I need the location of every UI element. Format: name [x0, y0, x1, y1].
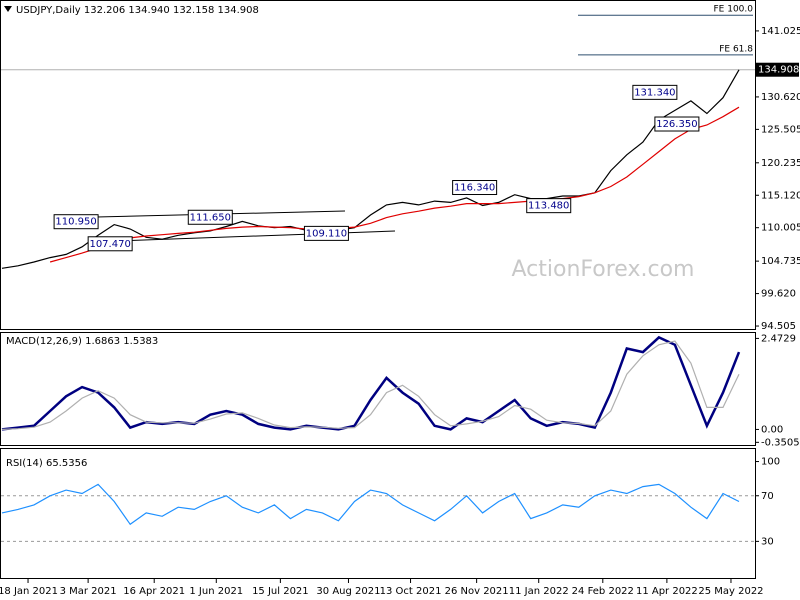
y-tick-label: 100	[761, 457, 780, 468]
x-tick-label: 30 Aug 2021	[316, 586, 380, 597]
y-tick-label: 125.505	[761, 124, 800, 135]
macd-panel	[0, 332, 756, 446]
annotation-label: 111.650	[190, 212, 231, 223]
macd-title: MACD(12,26,9) 1.6863 1.5383	[6, 336, 158, 347]
annotation-box	[452, 180, 498, 196]
y-tick-label: 2.4729	[761, 333, 796, 344]
annotation-box	[632, 84, 678, 100]
series-line	[1, 483, 740, 526]
y-tick-label: 120.235	[761, 158, 800, 169]
y-tick-label: 99.620	[761, 289, 796, 300]
y-tick-label: 110.005	[761, 223, 800, 234]
x-tick-label: 25 May 2022	[698, 586, 763, 597]
annotation-box	[187, 209, 233, 225]
y-tick-label: 70	[761, 491, 774, 502]
x-tick-label: 18 Jan 2021	[0, 586, 58, 597]
annotation-box	[53, 214, 99, 230]
price-panel	[0, 0, 756, 330]
annotation-label: 116.340	[454, 183, 495, 194]
annotation-label: 110.950	[55, 217, 96, 228]
x-tick-label: 15 Jul 2021	[252, 586, 309, 597]
fe-label: FE 61.8	[719, 44, 753, 54]
x-tick-label: 11 Jan 2022	[509, 586, 569, 597]
y-tick-label: 0.00	[761, 424, 783, 435]
y-tick-label: 30	[761, 536, 774, 547]
rsi-title: RSI(14) 65.5356	[6, 458, 87, 469]
y-tick-label: -0.3505	[761, 437, 800, 448]
series-line	[1, 69, 740, 269]
annotation-label: 131.340	[634, 87, 675, 98]
y-tick-label: 104.735	[761, 256, 800, 267]
series-line	[1, 340, 740, 430]
annotation-label: 113.480	[528, 201, 569, 212]
y-tick-label: 94.505	[761, 321, 796, 332]
annotation-box	[526, 198, 572, 214]
y-tick-label: 141.025	[761, 26, 800, 37]
annotation-box	[87, 236, 133, 252]
x-tick-label: 13 Oct 2021	[380, 586, 442, 597]
x-tick-label: 11 Apr 2022	[636, 586, 698, 597]
last-price-box	[755, 62, 799, 77]
x-tick-label: 16 Apr 2021	[123, 586, 185, 597]
annotation-label: 109.110	[306, 228, 347, 239]
watermark: ActionForex.com	[512, 257, 695, 282]
x-tick-label: 1 Jun 2021	[189, 586, 243, 597]
annotation-label: 107.470	[89, 239, 130, 250]
fe-label: FE 100.0	[714, 5, 754, 15]
x-tick-label: 26 Nov 2021	[445, 586, 509, 597]
x-tick-label: 3 Mar 2021	[60, 586, 117, 597]
y-tick-label: 130.620	[761, 92, 800, 103]
chart-title: USDJPY,Daily 132.206 134.940 132.158 134…	[16, 5, 259, 16]
last-price-label: 134.908	[758, 65, 799, 76]
annotation-label: 126.350	[656, 119, 697, 130]
series-line	[49, 106, 740, 263]
x-tick-label: 24 Feb 2022	[572, 586, 634, 597]
series-line	[1, 335, 741, 431]
menu-arrow	[4, 6, 12, 12]
rsi-panel	[0, 448, 756, 579]
annotation-box	[303, 225, 349, 241]
annotation-box	[654, 116, 700, 132]
y-tick-label: 115.120	[761, 190, 800, 201]
